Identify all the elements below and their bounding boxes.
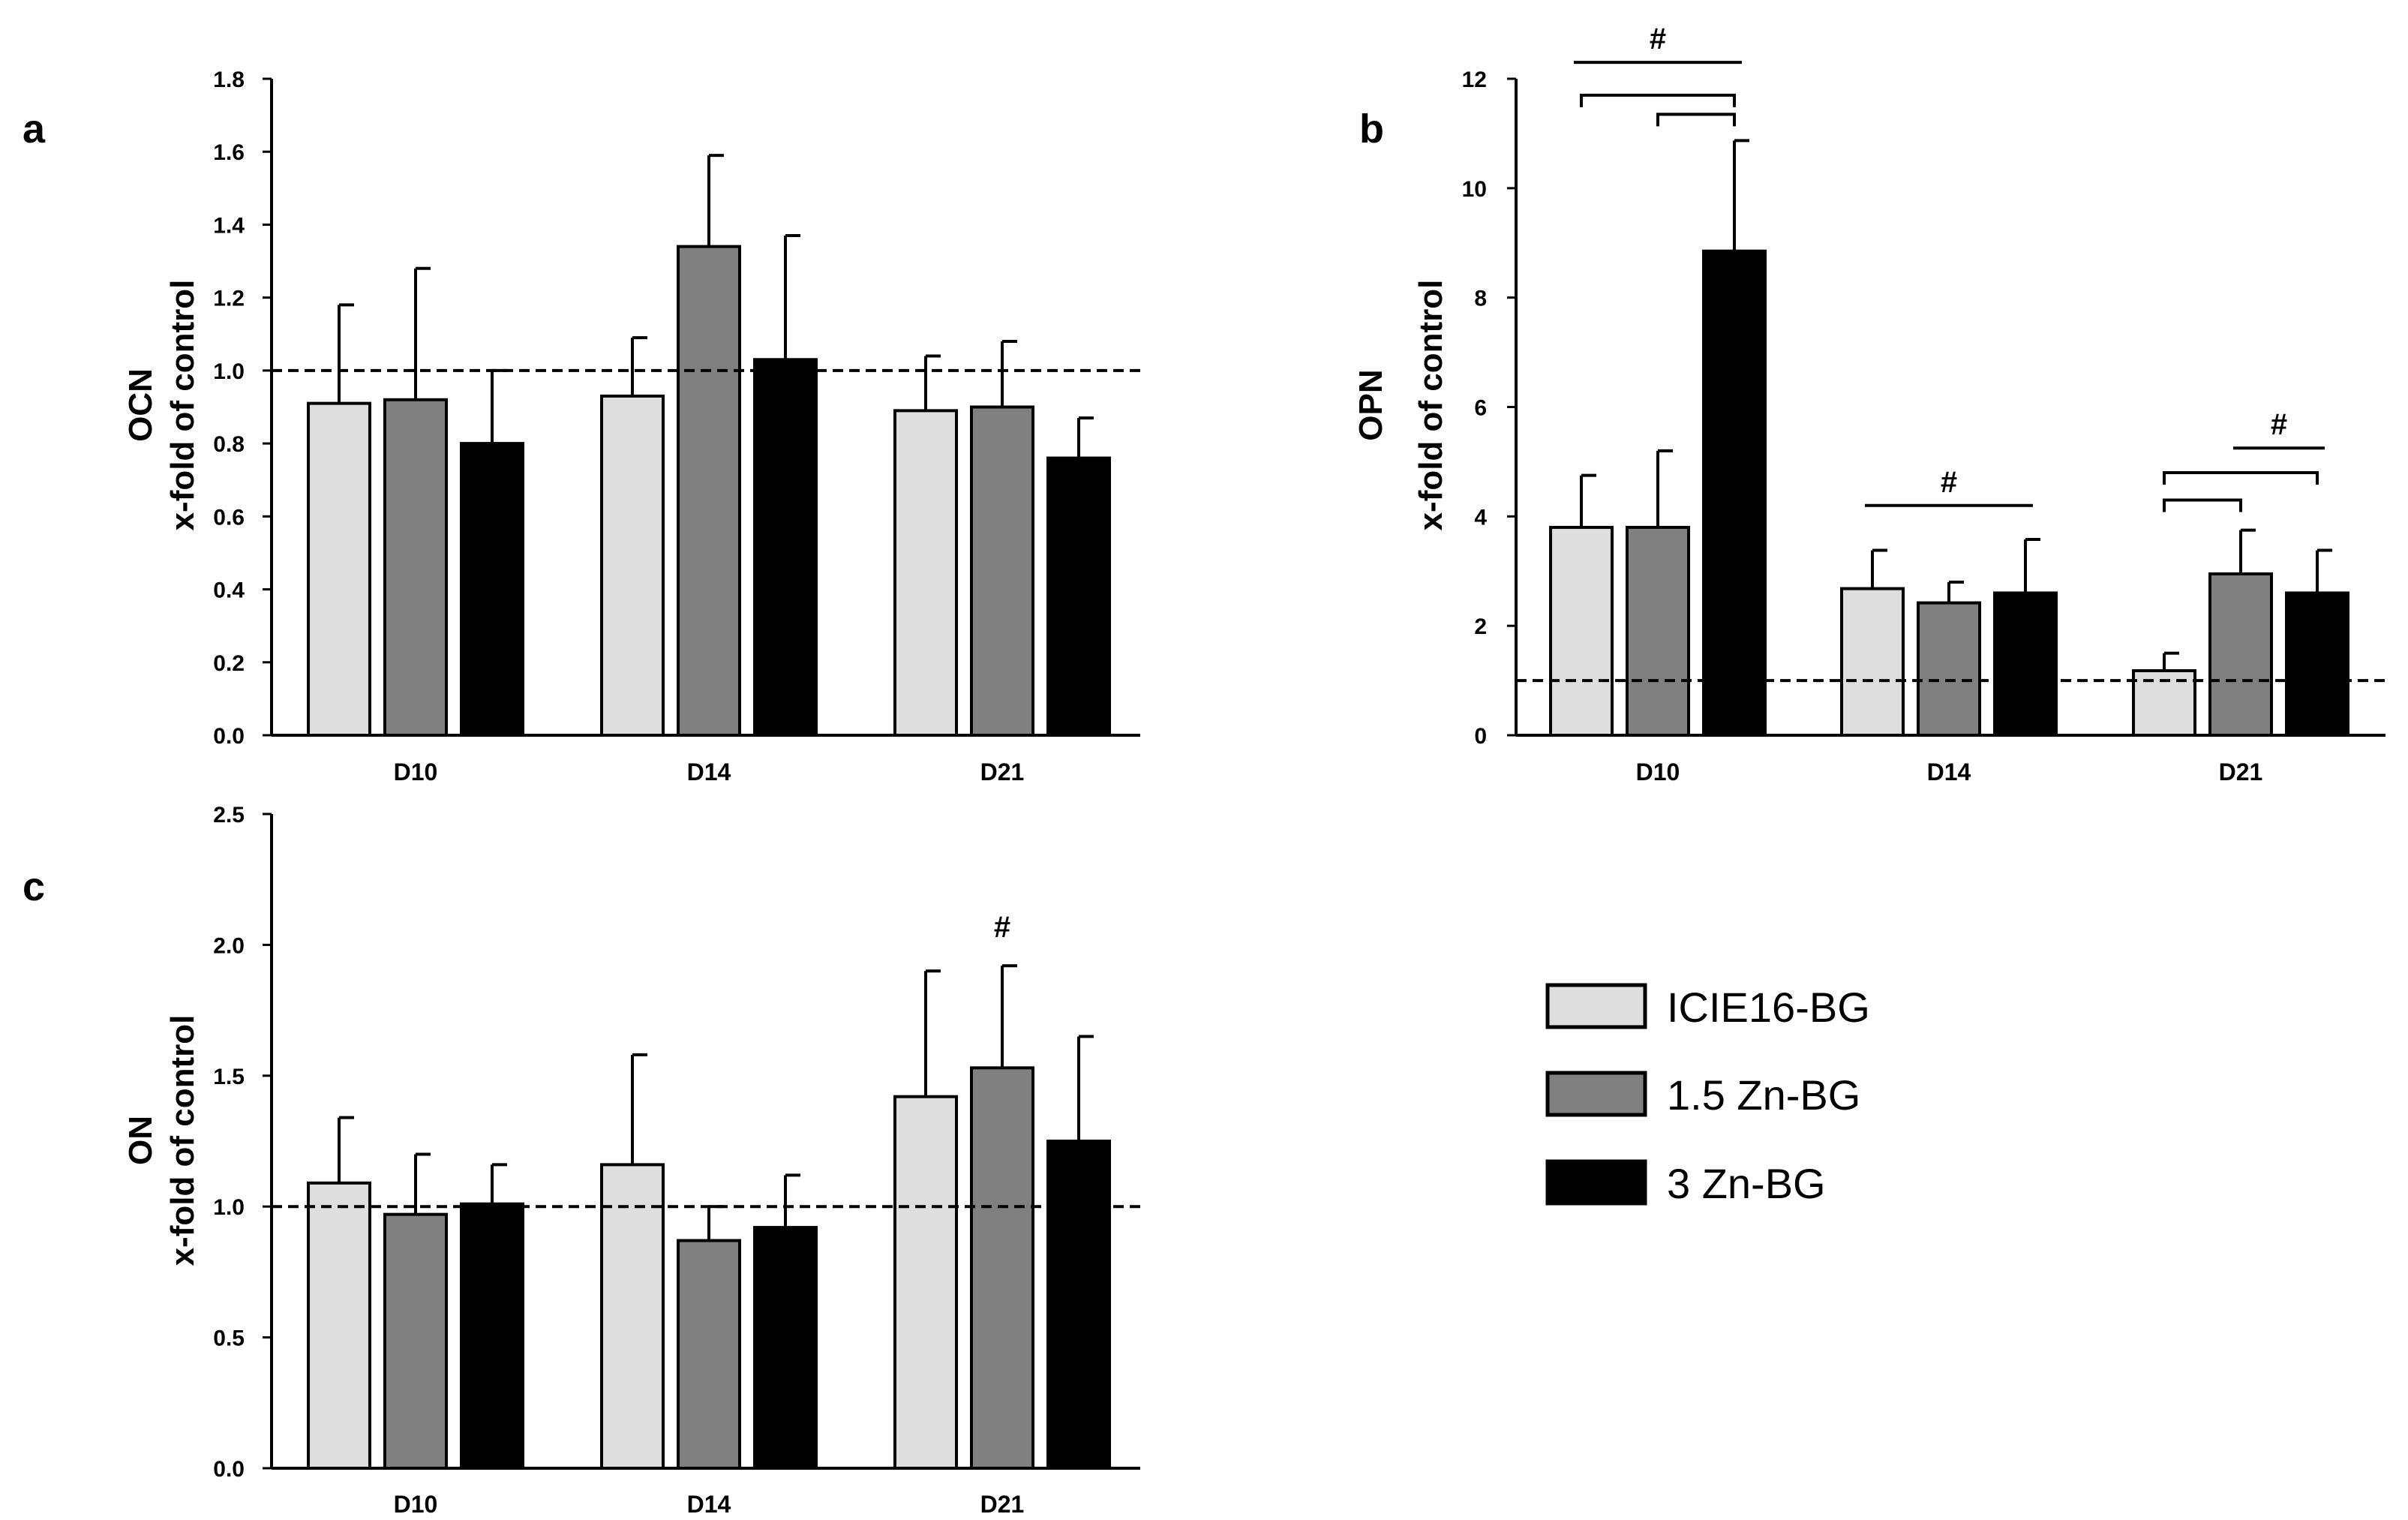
bar-c-D21-s2 [1046, 1140, 1111, 1470]
bar-c-D10-s1 [383, 1212, 448, 1470]
x-category-label-c: D14 [687, 1491, 731, 1518]
bar-c-D14-s1 [677, 1239, 741, 1470]
y-tick-label-a: 1.4 [213, 213, 245, 238]
significance-marker-b: # [1650, 23, 1666, 56]
bar-c-D14-s0 [600, 1163, 665, 1470]
legend-swatch-15zn [1545, 1071, 1647, 1117]
y-tick-label-b: 2 [1474, 614, 1487, 639]
significance-bracket-b [2163, 498, 2242, 512]
y-tick-label-c: 2.5 [213, 803, 245, 828]
y-tick-label-a: 0.0 [213, 724, 245, 749]
bar-b-D14-s1 [1917, 601, 1981, 737]
legend-swatch-3zn [1545, 1159, 1647, 1206]
bar-b-D21-s1 [2208, 572, 2273, 737]
y-tick-label-b: 6 [1474, 396, 1487, 421]
bar-c-D21-s1 [970, 1066, 1034, 1470]
significance-marker-b: # [1941, 466, 1957, 499]
panel-c: c ON x-fold of control 0.0 0.5 1.0 1.5 2.0 2.5 D1… [23, 803, 1140, 1518]
x-category-label-a: D10 [394, 758, 438, 786]
legend-swatch-icie16 [1545, 983, 1647, 1029]
bar-a-D10-s2 [460, 442, 524, 737]
legend-label-icie16: ICIE16-BG [1667, 984, 1870, 1031]
y-tick-label-c: 0.0 [213, 1457, 245, 1482]
bar-c-D21-s0 [893, 1095, 958, 1470]
legend-label-15zn: 1.5 Zn-BG [1667, 1071, 1860, 1119]
panel-a: a OCN x-fold of control 0.0 0.2 0.4 0.6 0.8 1.0 1… [23, 68, 1140, 786]
bar-c-D10-s2 [460, 1202, 524, 1470]
bar-c-D14-s2 [753, 1226, 818, 1470]
y-tick-label-b: 10 [1462, 177, 1487, 202]
bar-a-D21-s2 [1046, 456, 1111, 737]
bar-b-D14-s2 [1993, 591, 2058, 737]
y-axis-title-c: ON [122, 1116, 159, 1165]
y-tick-label-a: 0.8 [213, 432, 245, 457]
y-axis-title-a: OCN [122, 368, 159, 442]
y-tick-label-a: 1.0 [213, 359, 245, 384]
bar-b-D14-s0 [1840, 587, 1905, 737]
panel-letter-b: b [1359, 107, 1384, 152]
y-tick-label-a: 1.2 [213, 287, 245, 311]
significance-bracket-b [2163, 471, 2319, 485]
x-category-label-c: D21 [980, 1491, 1025, 1518]
bar-a-D10-s0 [307, 401, 371, 737]
y-axis-subtitle-a: x-fold of control [164, 280, 201, 531]
significance-bracket-b [1580, 93, 1736, 107]
legend: ICIE16-BG 1.5 Zn-BG 3 Zn-BG [1545, 983, 1870, 1207]
y-tick-label-c: 1.5 [213, 1065, 245, 1089]
x-category-label-b: D21 [2219, 758, 2263, 786]
x-category-label-b: D10 [1636, 758, 1680, 786]
bar-b-D21-s2 [2285, 591, 2349, 737]
bar-a-D14-s2 [753, 358, 818, 737]
y-tick-label-b: 4 [1474, 505, 1487, 530]
bar-b-D10-s2 [1702, 249, 1767, 737]
x-category-label-c: D10 [394, 1491, 438, 1518]
panel-b: b OPN x-fold of control 0 2 4 6 8 10 12 D10 D14 D21 #… [1353, 23, 2385, 786]
y-axis-title-b: OPN [1353, 369, 1389, 440]
y-axis-subtitle-b: x-fold of control [1413, 280, 1449, 531]
y-tick-label-b: 8 [1474, 287, 1487, 311]
y-tick-label-a: 0.4 [213, 578, 245, 603]
y-axis-subtitle-c: x-fold of control [164, 1015, 201, 1266]
x-category-label-a: D14 [687, 758, 731, 786]
bar-a-D21-s1 [970, 405, 1034, 737]
y-tick-label-a: 1.6 [213, 140, 245, 165]
bar-a-D14-s0 [600, 394, 665, 737]
panel-letter-c: c [23, 864, 45, 909]
y-tick-label-a: 0.6 [213, 505, 245, 530]
panel-letter-a: a [23, 107, 46, 152]
bar-a-D14-s1 [677, 245, 741, 737]
y-tick-label-b: 12 [1462, 68, 1487, 92]
significance-bracket-b [1656, 113, 1736, 127]
y-tick-label-b: 0 [1474, 724, 1487, 749]
significance-marker-c: # [994, 911, 1010, 944]
y-tick-label-c: 0.5 [213, 1326, 245, 1351]
bar-a-D21-s0 [893, 409, 958, 737]
bar-b-D10-s0 [1549, 525, 1614, 737]
y-tick-label-c: 2.0 [213, 933, 245, 958]
legend-label-3zn: 3 Zn-BG [1667, 1160, 1826, 1207]
x-category-label-a: D21 [980, 758, 1025, 786]
y-tick-label-a: 1.8 [213, 68, 245, 92]
x-category-label-b: D14 [1927, 758, 1971, 786]
y-tick-label-c: 1.0 [213, 1195, 245, 1220]
bar-b-D10-s1 [1626, 525, 1690, 737]
y-tick-label-a: 0.2 [213, 651, 245, 676]
significance-marker-b: # [2271, 408, 2287, 441]
bar-a-D10-s1 [383, 398, 448, 737]
bar-c-D10-s0 [307, 1181, 371, 1470]
